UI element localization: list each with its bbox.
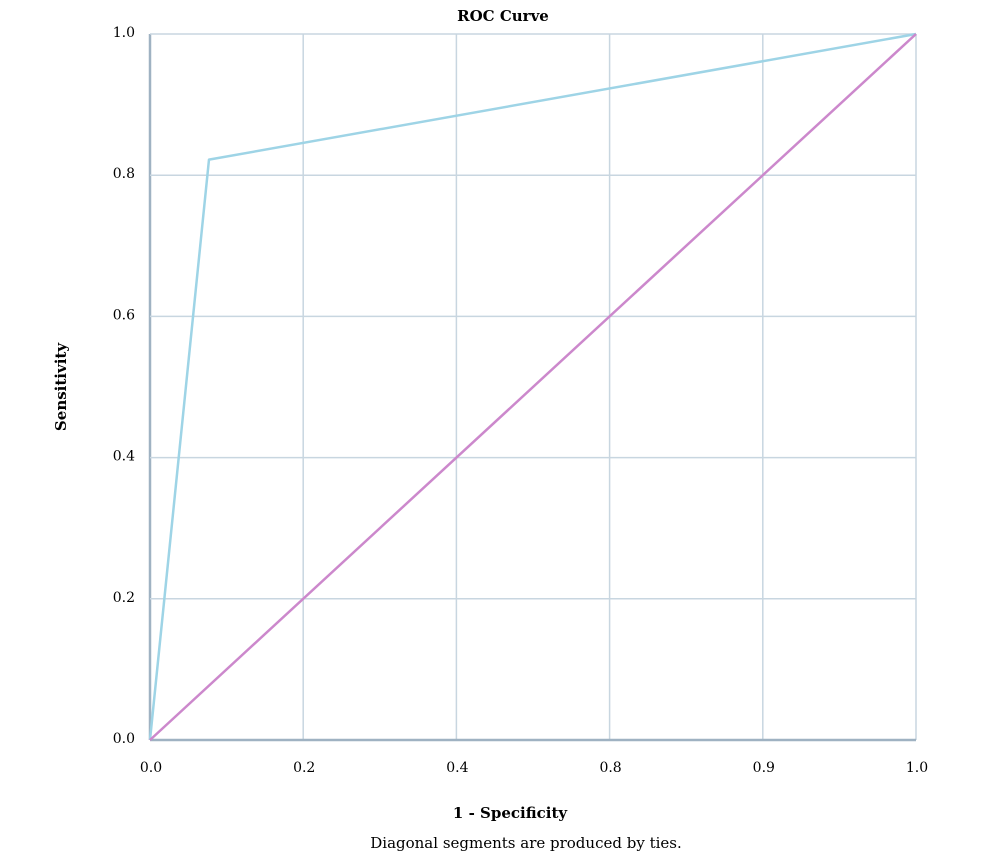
series-layer (148, 32, 917, 741)
reference-diagonal-line (149, 33, 917, 741)
x-tick-label: 1.0 (906, 760, 928, 776)
x-tick-label: 0.9 (753, 760, 775, 776)
x-tick-label: 0.8 (599, 760, 621, 776)
grid (148, 33, 917, 742)
y-axis-title: Sensitivity (52, 342, 70, 431)
chart-title: ROC Curve (457, 7, 549, 25)
y-tick-label: 0.0 (113, 731, 135, 747)
x-tick-label: 0.4 (446, 760, 468, 776)
y-tick-label: 0.6 (113, 307, 135, 323)
x-tick-label: 0.0 (140, 760, 162, 776)
x-tick-labels: 0.0 0.2 0.4 0.8 0.9 1.0 (140, 760, 928, 776)
chart-footnote: Diagonal segments are produced by ties. (370, 834, 681, 852)
roc-curve-line (148, 32, 917, 741)
y-tick-label: 0.4 (113, 449, 135, 465)
y-tick-label: 0.8 (113, 166, 135, 182)
y-tick-label: 1.0 (113, 25, 135, 41)
y-tick-labels: 0.0 0.2 0.4 0.6 0.8 1.0 (113, 25, 135, 747)
x-tick-label: 0.2 (293, 760, 315, 776)
y-tick-label: 0.2 (113, 590, 135, 606)
x-axis-title: 1 - Specificity (453, 804, 568, 822)
